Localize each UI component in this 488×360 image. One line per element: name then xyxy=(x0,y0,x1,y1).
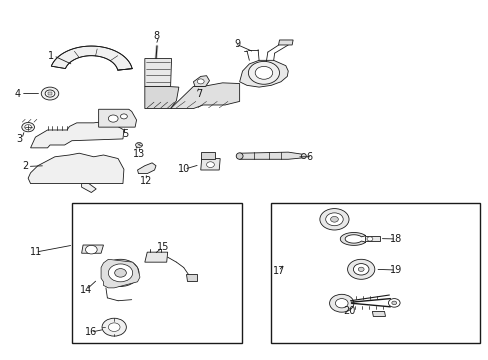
Text: 10: 10 xyxy=(178,164,190,174)
Text: 11: 11 xyxy=(30,247,42,257)
Circle shape xyxy=(115,269,126,277)
Text: 9: 9 xyxy=(234,39,240,49)
Polygon shape xyxy=(99,109,136,127)
Circle shape xyxy=(335,298,347,308)
Circle shape xyxy=(197,79,203,84)
Polygon shape xyxy=(28,153,123,184)
Polygon shape xyxy=(365,237,379,242)
Circle shape xyxy=(25,125,31,130)
Polygon shape xyxy=(48,92,52,95)
Polygon shape xyxy=(30,121,123,148)
Polygon shape xyxy=(239,152,302,159)
Circle shape xyxy=(102,318,126,336)
Text: 2: 2 xyxy=(22,161,28,171)
Text: 8: 8 xyxy=(153,31,159,41)
Polygon shape xyxy=(144,86,179,109)
Text: 16: 16 xyxy=(85,327,97,337)
Polygon shape xyxy=(239,60,287,87)
Ellipse shape xyxy=(301,154,305,158)
Ellipse shape xyxy=(236,153,243,159)
Text: 18: 18 xyxy=(389,234,402,244)
Text: 7: 7 xyxy=(196,89,202,99)
Text: 20: 20 xyxy=(342,306,355,316)
Text: 15: 15 xyxy=(157,242,169,252)
Circle shape xyxy=(366,237,372,241)
Polygon shape xyxy=(201,158,220,170)
Polygon shape xyxy=(186,274,197,281)
Text: 14: 14 xyxy=(80,285,92,295)
Circle shape xyxy=(255,66,272,79)
Circle shape xyxy=(329,294,353,312)
Bar xyxy=(271,203,479,342)
Polygon shape xyxy=(81,184,96,193)
Circle shape xyxy=(22,122,34,132)
Circle shape xyxy=(358,267,364,271)
Circle shape xyxy=(108,264,132,282)
Circle shape xyxy=(353,264,368,275)
Polygon shape xyxy=(101,259,140,288)
Circle shape xyxy=(85,246,97,254)
Circle shape xyxy=(330,216,338,222)
Circle shape xyxy=(319,208,348,230)
Circle shape xyxy=(120,114,127,119)
Circle shape xyxy=(108,323,120,332)
Polygon shape xyxy=(51,46,132,70)
Polygon shape xyxy=(170,83,239,109)
Circle shape xyxy=(102,259,139,287)
Polygon shape xyxy=(81,245,103,253)
Circle shape xyxy=(135,143,142,148)
Polygon shape xyxy=(201,152,215,158)
Circle shape xyxy=(206,162,214,167)
Text: 13: 13 xyxy=(133,149,145,159)
Text: 5: 5 xyxy=(122,129,128,139)
Polygon shape xyxy=(372,311,385,316)
Text: 4: 4 xyxy=(15,89,21,99)
Text: 12: 12 xyxy=(140,176,152,186)
Circle shape xyxy=(108,115,118,122)
Text: 3: 3 xyxy=(16,134,22,144)
Circle shape xyxy=(325,213,343,226)
Polygon shape xyxy=(193,76,209,86)
Polygon shape xyxy=(144,59,171,86)
Circle shape xyxy=(391,301,396,305)
Polygon shape xyxy=(137,163,156,174)
Circle shape xyxy=(45,90,55,97)
Circle shape xyxy=(41,87,59,100)
Circle shape xyxy=(387,298,399,307)
Polygon shape xyxy=(144,252,167,262)
Text: 6: 6 xyxy=(306,152,312,162)
Circle shape xyxy=(347,259,374,279)
Polygon shape xyxy=(340,233,365,246)
Text: 1: 1 xyxy=(47,51,54,61)
Text: 19: 19 xyxy=(389,265,402,275)
Polygon shape xyxy=(278,40,292,45)
Bar xyxy=(72,203,242,342)
Circle shape xyxy=(248,62,279,84)
Text: 17: 17 xyxy=(272,266,285,276)
